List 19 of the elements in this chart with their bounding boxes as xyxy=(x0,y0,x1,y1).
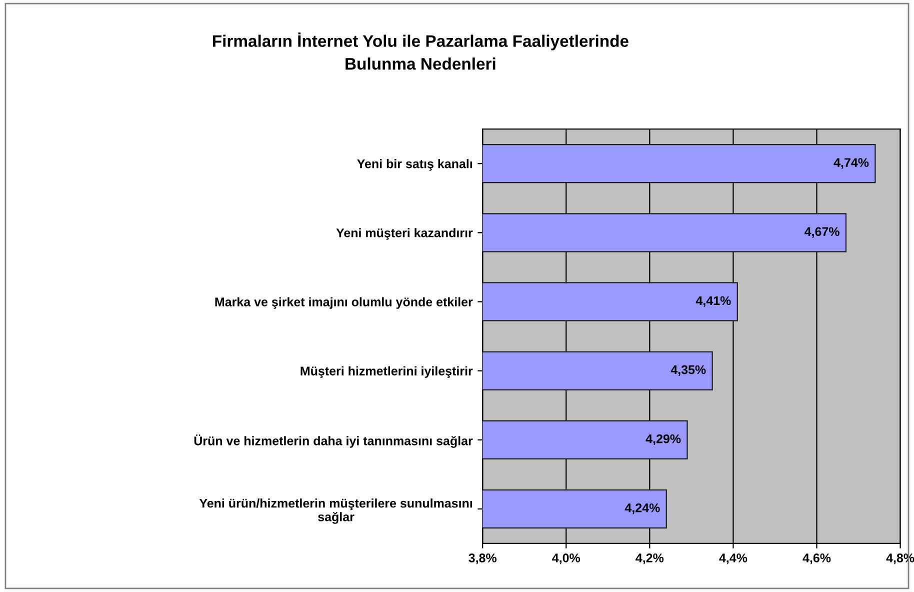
data-label: 4,35% xyxy=(670,365,706,376)
x-tick-label: 4,0% xyxy=(552,554,580,564)
data-label: 4,29% xyxy=(646,434,681,446)
y-tick-label: Yeni ürün/hizmetlerin müşterilere sunulmasını sağlar xyxy=(199,498,472,524)
x-tick-label: 3,8% xyxy=(468,554,497,564)
data-label: 4,67% xyxy=(804,227,840,238)
data-label: 4,24% xyxy=(624,503,660,514)
y-tick-label: Marka ve şirket imajını olumlu yönde etkiler xyxy=(215,297,473,309)
y-tick-label: Yeni bir satış kanalı xyxy=(357,159,472,171)
y-tick-label: Müşteri hizmetlerini iyileştirir xyxy=(300,366,473,378)
y-tick-label: Yeni müşteri kazandırır xyxy=(336,228,473,240)
data-label: 4,41% xyxy=(696,296,731,307)
data-label: 4,74% xyxy=(834,158,869,169)
chart-title: Firmaların İnternet Yolu ile Pazarlama Faaliyetlerinde Bulunma Nedenleri xyxy=(212,32,628,70)
x-tick-label: 4,6% xyxy=(802,554,831,564)
x-tick-label: 4,8% xyxy=(886,554,914,564)
y-tick-label: Ürün ve hizmetlerin daha iyi tanınmasını sağlar xyxy=(194,434,473,448)
x-tick-label: 4,4% xyxy=(719,554,748,564)
x-tick-label: 4,2% xyxy=(636,554,664,564)
